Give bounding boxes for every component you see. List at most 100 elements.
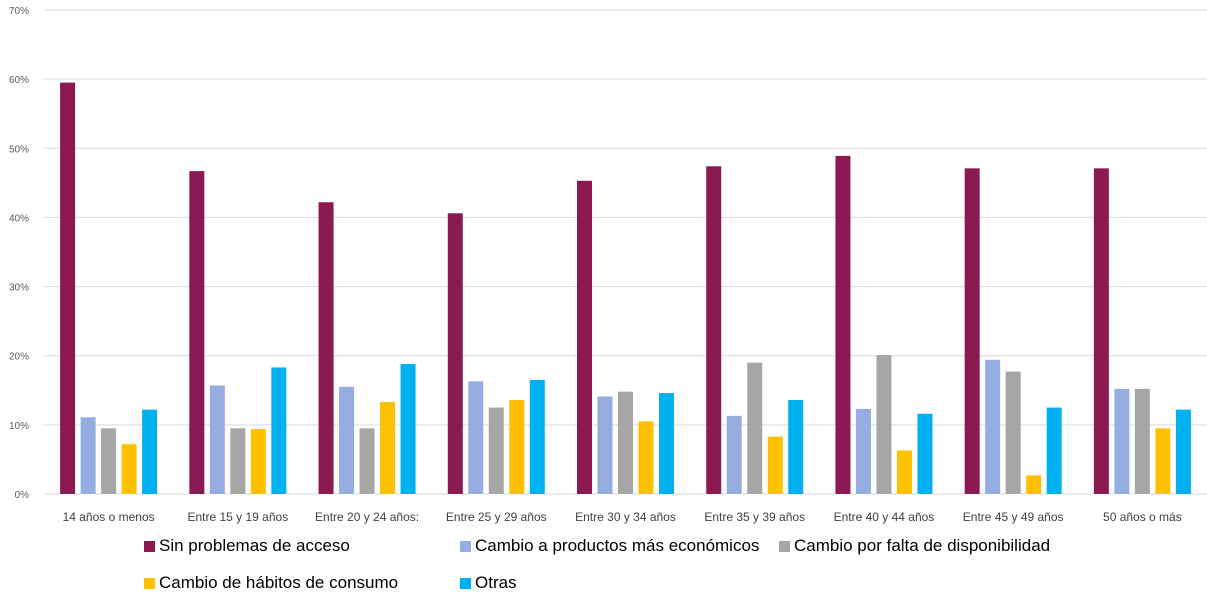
bar <box>121 444 137 494</box>
bar <box>359 428 375 494</box>
y-tick-label: 60% <box>9 75 29 86</box>
bar <box>917 413 933 494</box>
bar-baseline <box>209 494 225 495</box>
bar <box>788 399 804 494</box>
bar <box>618 391 633 494</box>
bar <box>230 428 246 494</box>
x-tick-label: Entre 20 y 24 años: <box>315 510 419 524</box>
bar <box>659 393 674 494</box>
bar-baseline <box>1005 494 1021 495</box>
x-tick-label: Entre 45 y 49 años <box>963 510 1064 524</box>
bar <box>577 180 592 495</box>
bar-baseline <box>1093 494 1109 495</box>
bar-baseline <box>638 494 654 495</box>
bar-baseline <box>1134 494 1150 495</box>
bar-baseline <box>1175 494 1191 495</box>
bar <box>339 386 355 494</box>
bar <box>318 202 334 494</box>
bar-baseline <box>917 494 933 495</box>
bar-baseline <box>318 494 334 495</box>
legend-label: Cambio a productos más económicos <box>475 536 760 555</box>
bar-baseline <box>189 494 205 495</box>
y-tick-label: 40% <box>9 213 29 224</box>
bar <box>189 171 205 495</box>
legend-swatch <box>460 540 471 552</box>
bar-baseline <box>1155 494 1171 495</box>
gridlines <box>44 9 1207 495</box>
y-tick-label: 0% <box>15 490 30 501</box>
legend-label: Sin problemas de acceso <box>159 536 350 555</box>
bar <box>529 379 545 494</box>
bar-baseline <box>597 494 613 495</box>
bar-baseline <box>101 494 117 495</box>
bar-baseline <box>339 494 355 495</box>
x-tick-label: 50 años o más <box>1103 510 1182 524</box>
bar <box>767 436 783 494</box>
legend-item-falta-disponibilidad: Cambio por falta de disponibilidad <box>779 536 1050 556</box>
legend-swatch <box>779 540 790 552</box>
bar-baseline <box>726 494 742 495</box>
y-axis: 0% 10% 20% 30% 40% 50% 60% 70% <box>9 6 29 501</box>
bar <box>985 359 1001 494</box>
legend-label: Cambio por falta de disponibilidad <box>794 536 1051 555</box>
x-tick-label: Entre 35 y 39 años <box>704 510 805 524</box>
bar-baseline <box>121 494 137 495</box>
legend-label: Cambio de hábitos de consumo <box>159 573 399 592</box>
bar-baseline <box>271 494 287 495</box>
bar <box>509 399 525 494</box>
bar-baseline <box>618 494 633 495</box>
bar <box>855 408 871 494</box>
legend-swatch <box>460 577 471 589</box>
bar-baseline <box>1114 494 1130 495</box>
y-tick-label: 70% <box>9 6 29 17</box>
x-tick-label: Entre 40 y 44 años <box>834 510 935 524</box>
bar-baseline <box>230 494 246 495</box>
bar-baseline <box>380 494 396 495</box>
bar-baseline <box>985 494 1001 495</box>
x-tick-label: Entre 25 y 29 años <box>446 510 547 524</box>
bar <box>1005 371 1021 494</box>
bar-baseline <box>964 494 980 495</box>
x-tick-label: 14 años o menos <box>63 510 155 524</box>
bar <box>726 415 742 494</box>
bar-baseline <box>577 494 592 495</box>
bar <box>638 421 654 494</box>
y-tick-label: 30% <box>9 283 29 294</box>
bar <box>747 362 763 494</box>
bar-baseline <box>835 494 851 495</box>
bar <box>1134 388 1150 494</box>
bar <box>101 428 117 494</box>
bar <box>1155 428 1171 494</box>
bars <box>60 82 1191 495</box>
bar-baseline <box>659 494 674 495</box>
bar-baseline <box>509 494 525 495</box>
x-tick-label: Entre 15 y 19 años <box>187 510 288 524</box>
bar <box>80 417 96 494</box>
legend: Sin problemas de acceso Cambio a product… <box>0 536 1207 596</box>
bar-baseline <box>706 494 722 495</box>
bar <box>60 82 76 494</box>
bar-baseline <box>488 494 504 495</box>
bar-baseline <box>60 494 76 495</box>
bar-baseline <box>876 494 892 495</box>
y-tick-label: 10% <box>9 421 29 432</box>
bar <box>876 355 892 494</box>
x-tick-label: Entre 30 y 34 años <box>575 510 676 524</box>
bar <box>1175 409 1191 494</box>
y-tick-label: 20% <box>9 352 29 363</box>
bar-baseline <box>250 494 266 495</box>
bar-baseline <box>1026 494 1042 495</box>
legend-item-otras: Otras <box>460 573 517 593</box>
bar-baseline <box>855 494 871 495</box>
bar <box>468 381 484 494</box>
bar-chart: 0% 10% 20% 30% 40% 50% 60% 70% 14 años o menos E… <box>9 6 1207 524</box>
bar <box>1046 407 1062 494</box>
legend-item-sin-problemas: Sin problemas de acceso <box>144 536 350 556</box>
bar-baseline <box>788 494 804 495</box>
bar-baseline <box>468 494 484 495</box>
legend-item-productos-economicos: Cambio a productos más económicos <box>460 536 759 556</box>
bar-baseline <box>400 494 416 495</box>
bar <box>142 409 158 494</box>
bar <box>1093 168 1109 494</box>
y-tick-label: 50% <box>9 144 29 155</box>
